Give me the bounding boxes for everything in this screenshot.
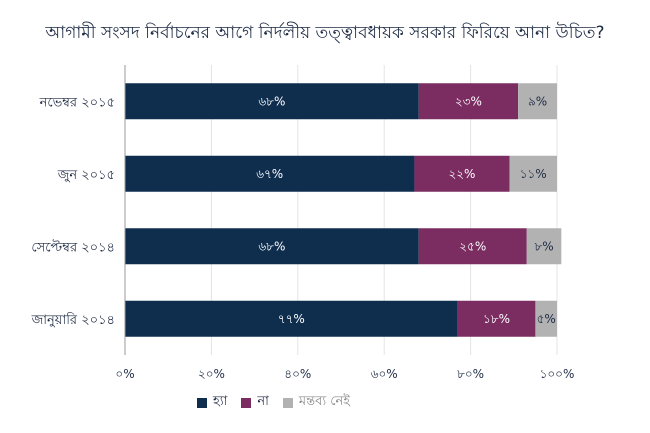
- data-label-2-0: ৬৮%: [258, 239, 285, 253]
- bar-1-0: [125, 155, 415, 192]
- bar-3-1: [457, 300, 536, 337]
- legend: হ্যা না মন্তব্য নেই: [197, 392, 364, 413]
- bar-1-1: [414, 155, 510, 192]
- bar-0-0: [125, 83, 419, 120]
- x-tick-label-3: ৬০%: [371, 367, 398, 381]
- bars: ৬৮% ২৩% ৯% ৬৭% ২২% ১১% ৬৮% ২৫% ৮% ৭৭% ১৮% ৫%: [125, 83, 562, 337]
- legend-item-no: না: [241, 392, 269, 413]
- data-label-3-1: ১৮%: [483, 312, 510, 326]
- data-label-1-1: ২২%: [448, 167, 475, 181]
- x-tick-label-1: ২০%: [198, 367, 225, 381]
- data-label-3-2: ৫%: [537, 312, 556, 326]
- data-label-0-0: ৬৮%: [258, 94, 285, 108]
- legend-swatch-no-comment: [282, 397, 293, 408]
- data-label-2-1: ২৫%: [459, 239, 486, 253]
- category-label-1: জুন ২০১৫: [57, 168, 115, 183]
- data-label-3-0: ৭৭%: [278, 312, 305, 326]
- legend-swatch-no: [241, 397, 252, 408]
- data-label-2-2: ৮%: [534, 239, 553, 253]
- chart-title: আগামী সংসদ নির্বাচনের আগে নির্দলীয় তত্ত…: [45, 23, 605, 43]
- x-tick-label-2: ৪০%: [284, 367, 311, 381]
- legend-item-yes: হ্যা: [197, 392, 227, 413]
- data-label-1-0: ৬৭%: [256, 167, 283, 181]
- category-label-0: নভেম্বর ২০১৫: [39, 95, 115, 110]
- bar-2-0: [125, 228, 419, 265]
- legend-item-no-comment: মন্তব্য নেই: [282, 392, 351, 413]
- bar-0-2: [518, 83, 557, 120]
- legend-label-no-comment: মন্তব্য নেই: [298, 394, 351, 409]
- bar-2-1: [418, 228, 527, 265]
- legend-label-no: না: [257, 394, 269, 409]
- data-label-1-2: ১১%: [520, 167, 547, 181]
- x-tick-label-5: ১০০%: [540, 367, 575, 381]
- category-label-3: জানুয়ারি ২০১৪: [31, 312, 115, 328]
- data-label-0-2: ৯%: [528, 94, 547, 108]
- legend-swatch-yes: [197, 397, 207, 408]
- bar-3-2: [535, 300, 557, 337]
- bar-2-2: [526, 228, 562, 265]
- x-tick-labels: ০% ২০% ৪০% ৬০% ৮০% ১০০%: [115, 367, 574, 381]
- bar-1-2: [509, 155, 557, 192]
- bar-3-0: [125, 300, 458, 337]
- category-label-2: সেপ্টেম্বর ২০১৪: [31, 239, 115, 255]
- x-tick-label-4: ৮০%: [457, 367, 484, 381]
- x-tick-label-0: ০%: [115, 367, 134, 381]
- legend-label-yes: হ্যা: [213, 394, 228, 409]
- bar-0-1: [418, 83, 519, 120]
- category-labels: নভেম্বর ২০১৫ জুন ২০১৫ সেপ্টেম্বর ২০১৪ জানুয…: [31, 95, 115, 328]
- data-label-0-1: ২৩%: [455, 94, 482, 108]
